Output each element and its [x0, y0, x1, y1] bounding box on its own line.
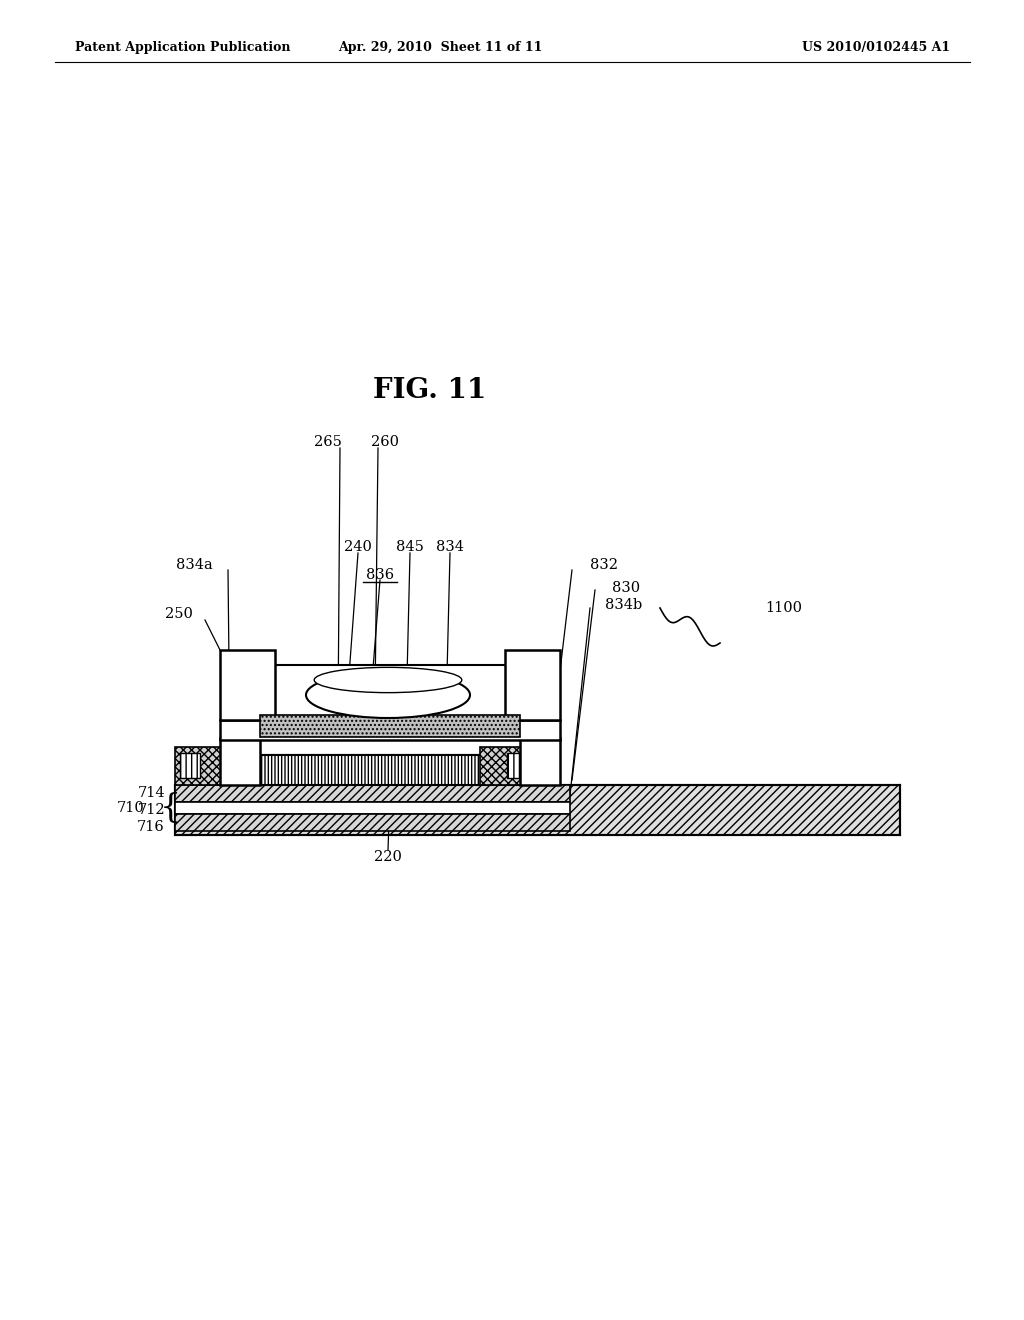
Ellipse shape	[314, 668, 462, 693]
Text: 845: 845	[396, 540, 424, 554]
Text: FIG. 11: FIG. 11	[374, 376, 486, 404]
Bar	[220, 738, 260, 785]
Text: Patent Application Publication: Patent Application Publication	[75, 41, 291, 54]
Text: 265: 265	[314, 436, 342, 449]
Bar	[175, 803, 570, 814]
Bar	[220, 755, 555, 785]
Text: 250: 250	[165, 607, 193, 620]
Bar	[260, 715, 520, 737]
Bar	[520, 738, 560, 785]
Text: 832: 832	[590, 558, 618, 572]
Text: 830: 830	[612, 581, 640, 595]
Bar	[232, 665, 548, 755]
Text: 220: 220	[374, 850, 402, 865]
Text: 712: 712	[137, 803, 165, 817]
Text: 1100: 1100	[765, 601, 802, 615]
Bar	[505, 649, 560, 719]
Bar	[175, 785, 570, 803]
Text: 710: 710	[118, 801, 145, 814]
Bar	[220, 719, 560, 741]
Bar	[175, 785, 570, 832]
Bar	[175, 747, 227, 785]
Bar	[220, 649, 275, 719]
Bar	[480, 747, 532, 785]
Text: 240: 240	[344, 540, 372, 554]
Text: 834a: 834a	[176, 558, 213, 572]
Text: Apr. 29, 2010  Sheet 11 of 11: Apr. 29, 2010 Sheet 11 of 11	[338, 41, 542, 54]
Text: {: {	[160, 792, 180, 824]
Bar	[532, 752, 554, 780]
Bar	[232, 665, 260, 755]
Bar	[175, 785, 900, 836]
Text: 836: 836	[366, 568, 394, 582]
Bar	[180, 752, 200, 777]
Bar	[520, 665, 548, 755]
Bar	[507, 752, 527, 777]
Ellipse shape	[306, 672, 470, 718]
Text: 714: 714	[137, 785, 165, 800]
Text: US 2010/0102445 A1: US 2010/0102445 A1	[802, 41, 950, 54]
Text: 834: 834	[436, 540, 464, 554]
Text: 716: 716	[137, 820, 165, 834]
Bar	[175, 814, 570, 832]
Text: 834b: 834b	[605, 598, 642, 612]
Text: 260: 260	[371, 436, 399, 449]
